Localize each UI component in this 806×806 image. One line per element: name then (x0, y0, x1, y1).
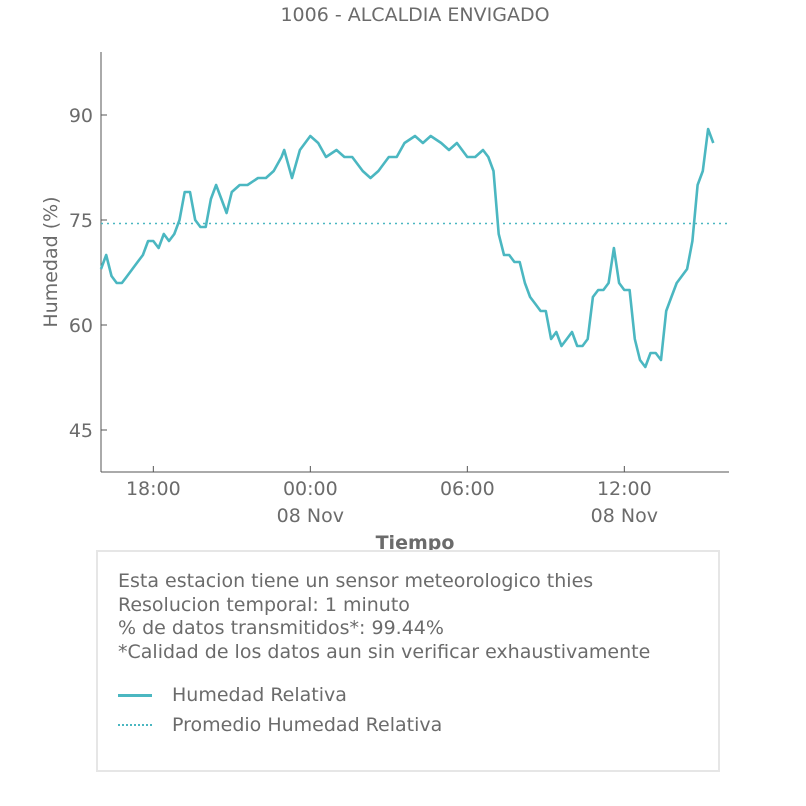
plot-axes (100, 52, 729, 473)
x-tick-sublabel: 08 Nov (591, 505, 658, 527)
x-ticks: 18:00 00:00 08 Nov 06:00 12:00 08 Nov (126, 466, 658, 527)
legend-dotted-swatch (118, 724, 152, 726)
x-tick-label: 00:00 (283, 478, 338, 500)
info-legend-box: Esta estacion tiene un sensor meteorolog… (96, 550, 720, 772)
info-line-quality: *Calidad de los datos aun sin verificar … (118, 640, 651, 663)
station-info: Esta estacion tiene un sensor meteorolog… (118, 570, 650, 664)
y-axis-label: Humedad (%) (40, 196, 62, 327)
y-ticks: 45 60 75 90 (69, 105, 107, 442)
x-tick-label: 18:00 (126, 478, 181, 500)
y-tick-label: 75 (69, 210, 93, 232)
legend-label-average: Promedio Humedad Relativa (172, 714, 443, 736)
x-tick-sublabel: 08 Nov (277, 505, 344, 527)
info-line-sensor: Esta estacion tiene un sensor meteorolog… (118, 570, 594, 592)
y-tick-label: 60 (69, 315, 93, 337)
legend-solid-swatch (118, 693, 152, 697)
x-tick-label: 06:00 (440, 478, 495, 500)
info-line-transmitted: % de datos transmitidos*: 99.44% (118, 617, 444, 639)
chart-title: 1006 - ALCALDIA ENVIGADO (280, 4, 549, 26)
legend-item-humidity: Humedad Relativa (118, 680, 442, 710)
info-line-resolution: Resolucion temporal: 1 minuto (118, 593, 410, 616)
legend-label-humidity: Humedad Relativa (172, 684, 347, 706)
y-tick-label: 45 (69, 420, 93, 442)
legend-item-average: Promedio Humedad Relativa (118, 710, 442, 740)
legend: Humedad Relativa Promedio Humedad Relati… (118, 680, 442, 740)
humidity-series-line (99, 127, 715, 369)
x-axis-label: Tiempo (376, 532, 455, 554)
y-tick-label: 90 (69, 105, 93, 127)
x-tick-label: 12:00 (597, 478, 652, 500)
